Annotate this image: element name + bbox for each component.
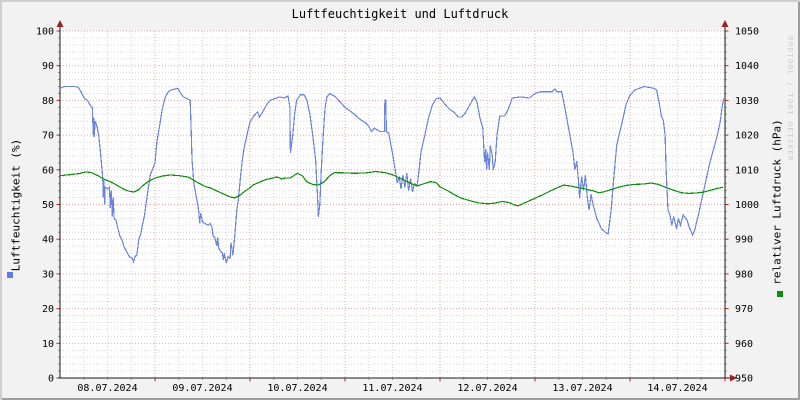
right-tick-label: 1040 (735, 61, 759, 72)
right-axis-label: relativer Luftdruck (hPa) (770, 119, 784, 285)
left-tick-label: 90 (42, 61, 54, 72)
right-tick-label: 960 (735, 339, 753, 350)
chart-title: Luftfeuchtigkeit und Luftdruck (291, 7, 509, 21)
left-tick-label: 100 (36, 27, 54, 38)
date-tick-label: 12.07.2024 (457, 383, 517, 394)
right-tick-label: 970 (735, 304, 753, 315)
right-tick-label: 1050 (735, 27, 759, 38)
right-axis-arrow (721, 20, 729, 27)
humidity-series-line (59, 85, 725, 264)
date-tick-label: 11.07.2024 (362, 383, 422, 394)
right-tick-label: 950 (735, 374, 753, 385)
date-tick-label: 09.07.2024 (172, 383, 232, 394)
rrdtool-watermark: RRDTOOL / TOBI OETIKER (786, 36, 794, 162)
date-tick-label: 10.07.2024 (267, 383, 327, 394)
left-axis-label: Luftfeuchtigkeit (%) (9, 138, 23, 272)
date-tick-label: 08.07.2024 (77, 383, 137, 394)
date-tick-label: 13.07.2024 (552, 383, 612, 394)
pressure-legend-swatch (777, 291, 783, 297)
left-axis-arrow (56, 20, 64, 27)
left-tick-label: 10 (42, 339, 54, 350)
right-tick-label: 1030 (735, 96, 759, 107)
right-tick-label: 1020 (735, 131, 759, 142)
left-tick-label: 30 (42, 269, 54, 280)
right-tick-label: 990 (735, 235, 753, 246)
date-tick-label: 14.07.2024 (647, 383, 707, 394)
right-tick-label: 980 (735, 269, 753, 280)
left-tick-label: 0 (48, 374, 54, 385)
humidity-legend-swatch (7, 272, 13, 278)
x-axis-arrow (730, 374, 737, 382)
left-tick-label: 70 (42, 131, 54, 142)
left-tick-label: 50 (42, 200, 54, 211)
left-tick-label: 40 (42, 235, 54, 246)
right-tick-label: 1000 (735, 200, 759, 211)
right-tick-label: 1010 (735, 165, 759, 176)
pressure-series-line (59, 170, 724, 207)
left-tick-label: 80 (42, 96, 54, 107)
left-tick-label: 20 (42, 304, 54, 315)
left-tick-label: 60 (42, 165, 54, 176)
